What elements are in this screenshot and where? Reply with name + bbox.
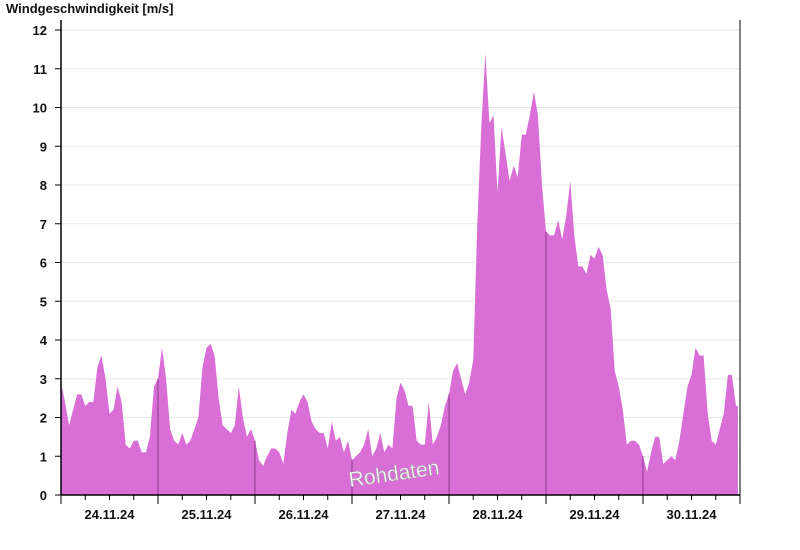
day-divider-lines bbox=[157, 231, 644, 495]
y-tick-label: 9 bbox=[40, 139, 47, 154]
chart-title: Windgeschwindigkeit [m/s] bbox=[6, 1, 174, 16]
x-tick-label: 24.11.24 bbox=[85, 507, 136, 522]
y-tick-label: 4 bbox=[40, 333, 48, 348]
y-tick-label: 3 bbox=[40, 372, 47, 387]
y-tick-label: 8 bbox=[40, 178, 47, 193]
x-tick-label: 25.11.24 bbox=[182, 507, 233, 522]
y-tick-label: 0 bbox=[40, 488, 47, 503]
x-tick-label: 28.11.24 bbox=[473, 507, 524, 522]
y-tick-label: 7 bbox=[40, 217, 47, 232]
axes bbox=[55, 20, 741, 504]
area-series bbox=[61, 53, 738, 495]
x-tick-label: 26.11.24 bbox=[279, 507, 330, 522]
y-tick-label: 5 bbox=[40, 294, 47, 309]
x-tick-label: 27.11.24 bbox=[376, 507, 427, 522]
y-tick-label: 11 bbox=[33, 62, 47, 77]
y-tick-label: 10 bbox=[33, 101, 47, 116]
y-tick-label: 12 bbox=[33, 23, 47, 38]
y-tick-label: 2 bbox=[40, 411, 47, 426]
y-tick-label: 6 bbox=[40, 256, 47, 271]
x-tick-label: 30.11.24 bbox=[667, 507, 718, 522]
x-tick-labels: 24.11.24 25.11.24 26.11.24 27.11.24 28.11.24… bbox=[85, 507, 718, 522]
area-fill bbox=[61, 53, 738, 495]
y-tick-label: 1 bbox=[40, 449, 47, 464]
x-tick-label: 29.11.24 bbox=[570, 507, 621, 522]
